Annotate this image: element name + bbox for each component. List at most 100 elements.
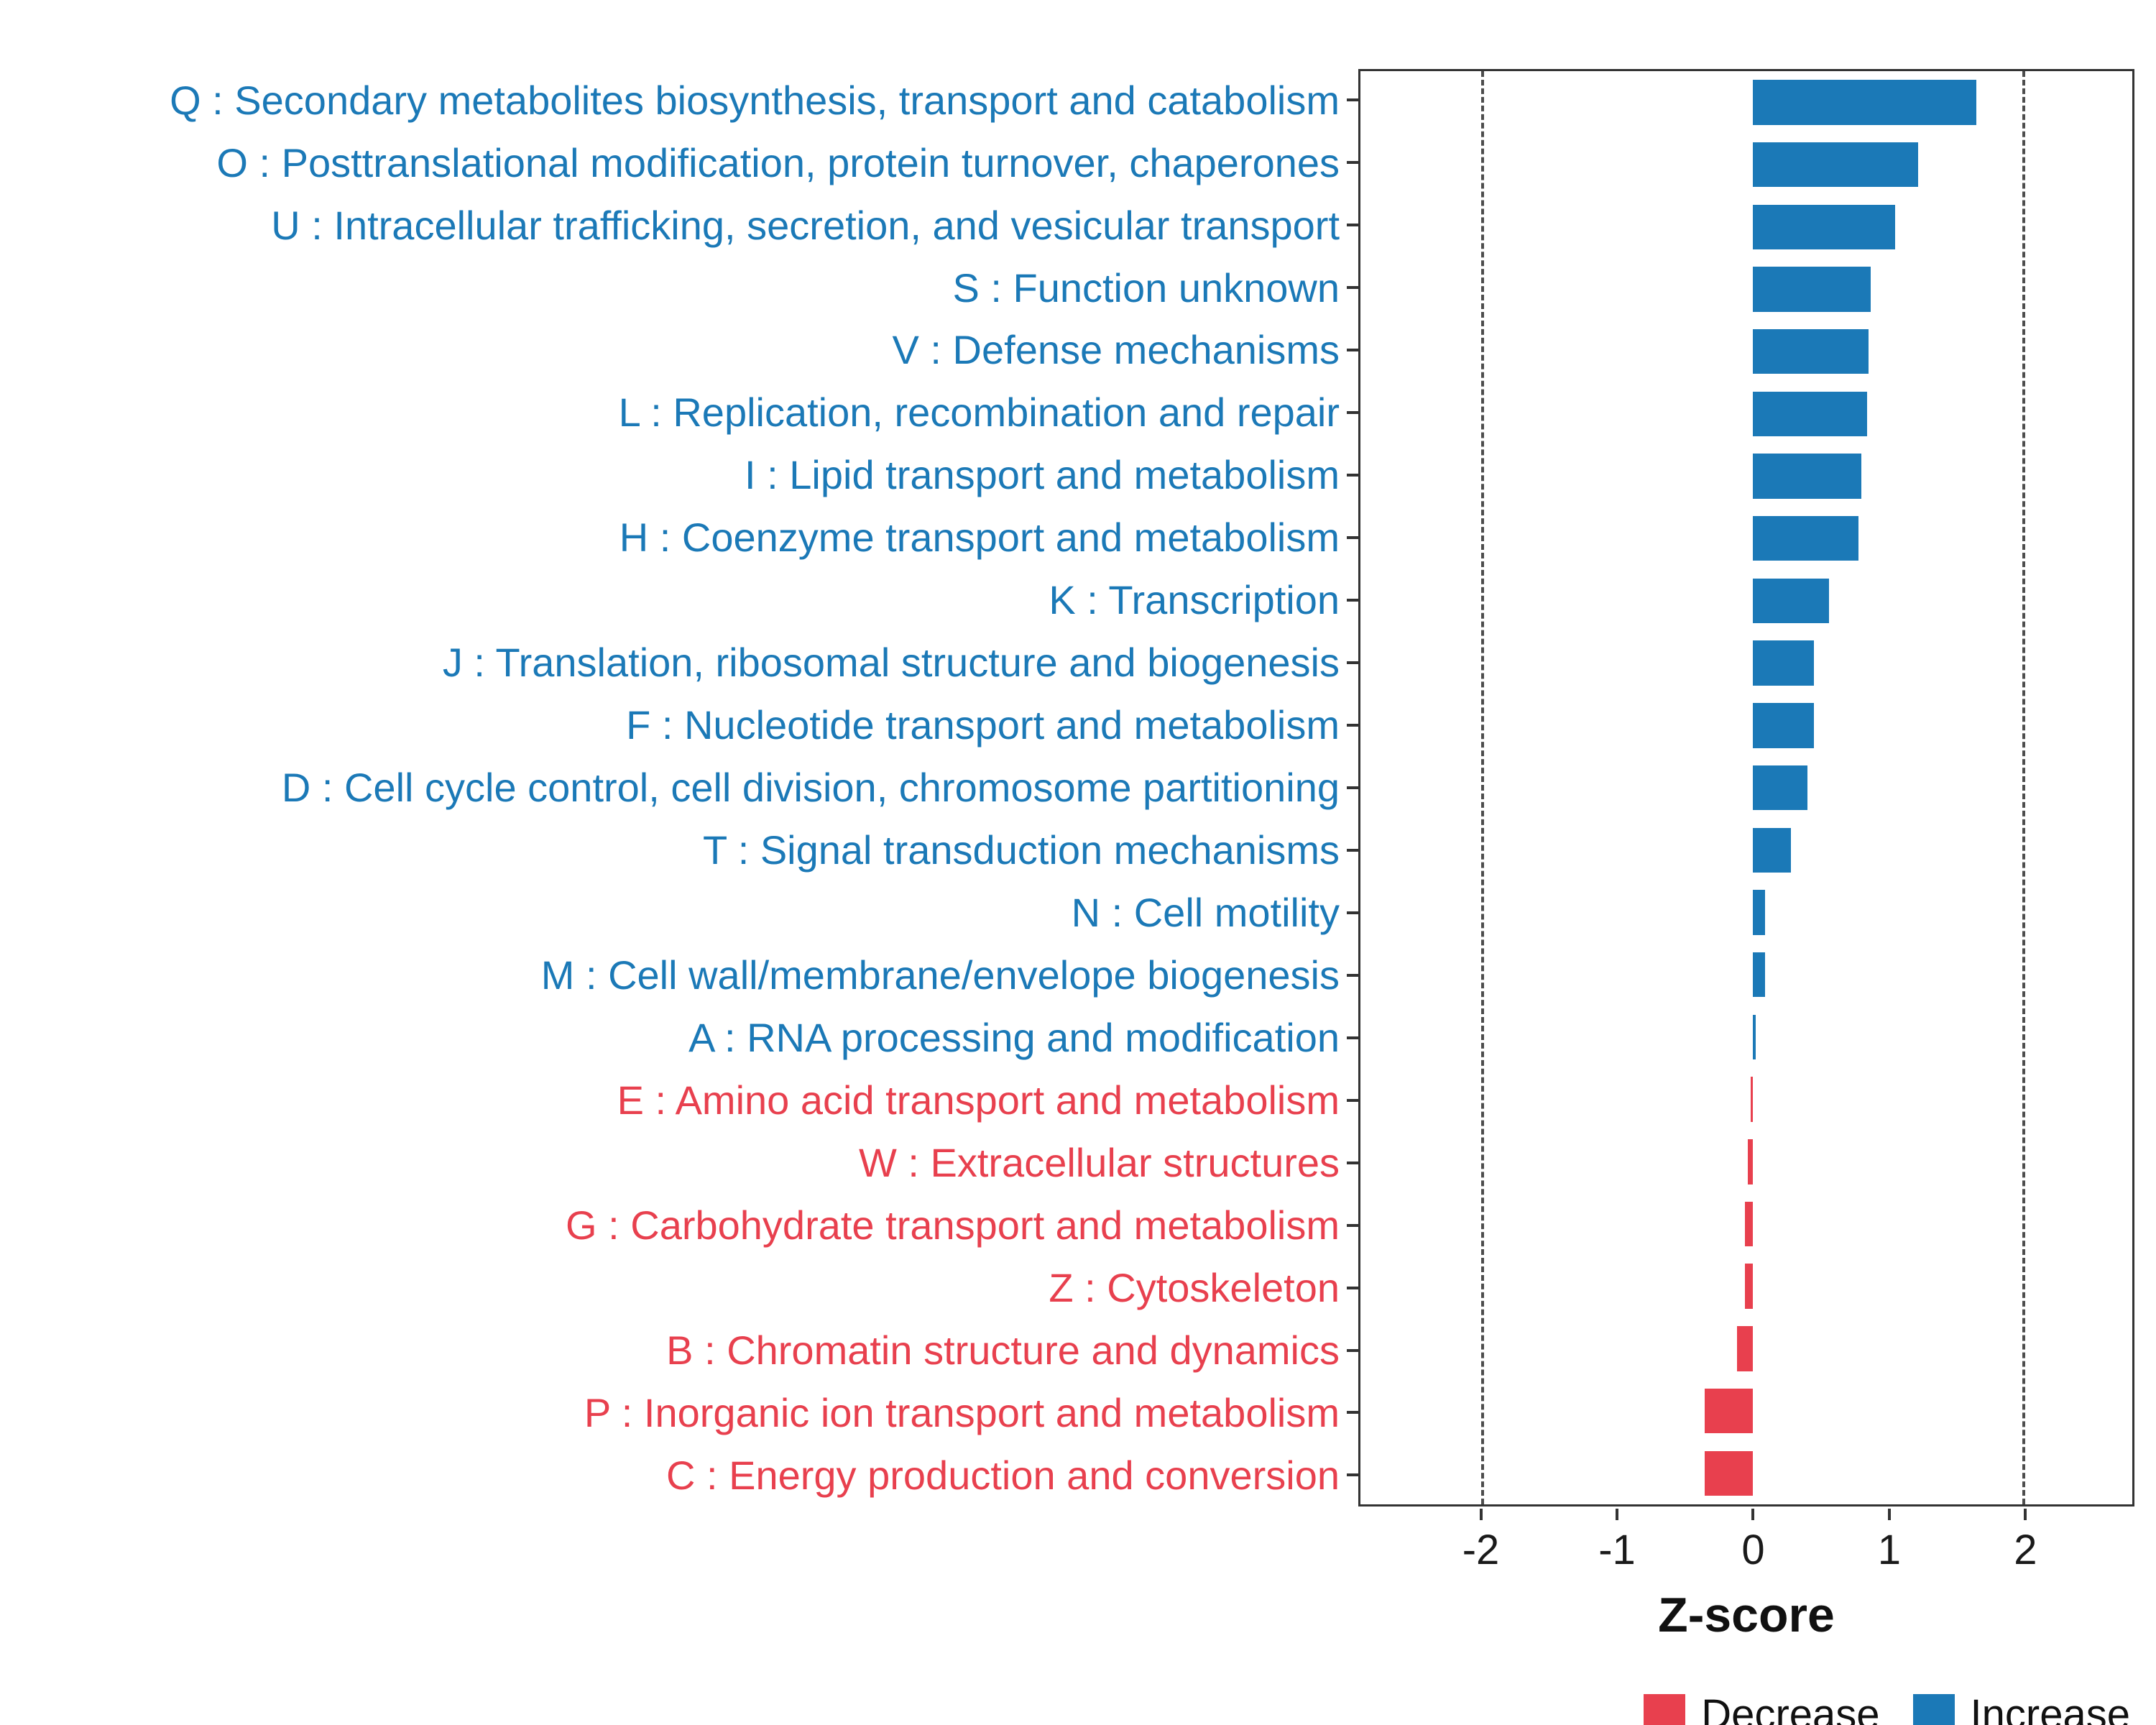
bar-row (1360, 1442, 2132, 1504)
category-label: D : Cell cycle control, cell division, c… (281, 765, 1340, 811)
bar-decrease (1745, 1201, 1754, 1247)
bar-row (1360, 819, 2132, 881)
y-axis-tick (1347, 161, 1358, 165)
dashed-reference-line (1480, 71, 1484, 1504)
x-axis: -2 -1 0 1 2 (1358, 1509, 2134, 1595)
y-axis-tick (1347, 973, 1358, 977)
bar-increase (1753, 80, 1977, 125)
bar-row (1360, 507, 2132, 570)
category-label-row: E : Amino acid transport and metabolism (0, 1069, 1358, 1131)
category-label-row: P : Inorganic ion transport and metaboli… (0, 1381, 1358, 1444)
category-label: O : Posttranslational modification, prot… (216, 139, 1340, 185)
x-axis-tick-label: 1 (1877, 1527, 1902, 1573)
category-label: L : Replication, recombination and repai… (618, 390, 1340, 436)
category-label: B : Chromatin structure and dynamics (666, 1327, 1340, 1373)
y-axis-tick (1347, 286, 1358, 290)
bar-row (1360, 1006, 2132, 1069)
category-label: W : Extracellular structures (858, 1139, 1340, 1185)
category-label-row: A : RNA processing and modification (0, 1006, 1358, 1069)
category-label-row: S : Function unknown (0, 257, 1358, 319)
legend-swatch-decrease (1644, 1693, 1686, 1725)
bar-row (1360, 383, 2132, 446)
x-axis-tick (1616, 1509, 1618, 1520)
y-axis-tick (1347, 224, 1358, 227)
bar-increase (1753, 454, 1862, 499)
y-axis-tick (1347, 1161, 1358, 1164)
category-label-row: K : Transcription (0, 569, 1358, 632)
bar-increase (1753, 640, 1815, 686)
bar-decrease (1750, 1077, 1754, 1122)
category-label: S : Function unknown (952, 264, 1340, 310)
category-label-row: M : Cell wall/membrane/envelope biogenes… (0, 944, 1358, 1006)
y-axis-tick (1347, 536, 1358, 540)
bar-row (1360, 881, 2132, 944)
category-label-row: N : Cell motility (0, 881, 1358, 944)
bar-increase (1753, 142, 1919, 188)
bar-row (1360, 570, 2132, 632)
category-label: V : Defense mechanisms (892, 327, 1340, 373)
y-axis-tick (1347, 1286, 1358, 1289)
category-label: F : Nucleotide transport and metabolism (626, 702, 1340, 748)
legend: Decrease Increase (1644, 1690, 2130, 1725)
y-axis-tick (1347, 1411, 1358, 1414)
y-axis-tick (1347, 661, 1358, 665)
x-axis-tick (1479, 1509, 1483, 1520)
y-axis-tick (1347, 349, 1358, 352)
category-label: N : Cell motility (1071, 890, 1340, 936)
bar-decrease (1704, 1388, 1754, 1434)
legend-swatch-increase (1912, 1693, 1955, 1725)
category-label-row: F : Nucleotide transport and metabolism (0, 694, 1358, 757)
category-label: M : Cell wall/membrane/envelope biogenes… (540, 952, 1340, 998)
category-label-row: G : Carbohydrate transport and metabolis… (0, 1194, 1358, 1256)
y-axis-tick (1347, 1473, 1358, 1477)
bar-increase (1753, 765, 1807, 811)
bar-rows (1360, 71, 2132, 1504)
legend-item-decrease: Decrease (1644, 1690, 1880, 1725)
category-label-row: D : Cell cycle control, cell division, c… (0, 756, 1358, 819)
bar-row (1360, 694, 2132, 757)
category-label-row: W : Extracellular structures (0, 1131, 1358, 1194)
category-label-row: H : Coenzyme transport and metabolism (0, 507, 1358, 569)
y-axis-tick (1347, 474, 1358, 477)
category-label-row: B : Chromatin structure and dynamics (0, 1319, 1358, 1381)
category-label-row: J : Translation, ribosomal structure and… (0, 632, 1358, 694)
bar-decrease (1747, 1139, 1754, 1184)
bar-decrease (1704, 1450, 1754, 1496)
category-label: G : Carbohydrate transport and metabolis… (566, 1202, 1340, 1248)
bar-row (1360, 1255, 2132, 1317)
y-axis-tick (1347, 1348, 1358, 1352)
bar-row (1360, 196, 2132, 258)
bar-row (1360, 258, 2132, 321)
category-label-row: Q : Secondary metabolites biosynthesis, … (0, 69, 1358, 132)
category-label: T : Signal transduction mechanisms (702, 827, 1340, 873)
category-label: C : Energy production and conversion (666, 1452, 1340, 1498)
bar-row (1360, 1193, 2132, 1256)
bar-decrease (1736, 1326, 1754, 1371)
x-axis-tick-label: 2 (2014, 1527, 2037, 1573)
category-label-row: Z : Cytoskeleton (0, 1256, 1358, 1319)
category-label: E : Amino acid transport and metabolism (617, 1077, 1340, 1123)
dashed-reference-line (2022, 71, 2026, 1504)
legend-label-increase: Increase (1970, 1691, 2130, 1725)
category-labels: Q : Secondary metabolites biosynthesis, … (0, 69, 1358, 1506)
bar-increase (1753, 703, 1815, 748)
category-label: Q : Secondary metabolites biosynthesis, … (170, 77, 1340, 123)
y-axis-tick (1347, 911, 1358, 914)
bar-row (1360, 1317, 2132, 1380)
category-label: P : Inorganic ion transport and metaboli… (584, 1389, 1340, 1435)
bar-row (1360, 632, 2132, 694)
bar-increase (1753, 827, 1792, 873)
y-axis-tick (1347, 1036, 1358, 1039)
x-axis-tick (1751, 1509, 1755, 1520)
category-label: I : Lipid transport and metabolism (745, 452, 1340, 498)
y-axis-tick (1347, 599, 1358, 602)
bar-increase (1753, 1014, 1756, 1060)
bar-row (1360, 944, 2132, 1006)
plot-panel (1358, 69, 2134, 1506)
y-axis-tick (1347, 98, 1358, 102)
bar-increase (1753, 267, 1871, 312)
bar-row (1360, 445, 2132, 507)
category-label: Z : Cytoskeleton (1049, 1264, 1340, 1310)
x-axis-tick-label: -2 (1462, 1527, 1500, 1573)
